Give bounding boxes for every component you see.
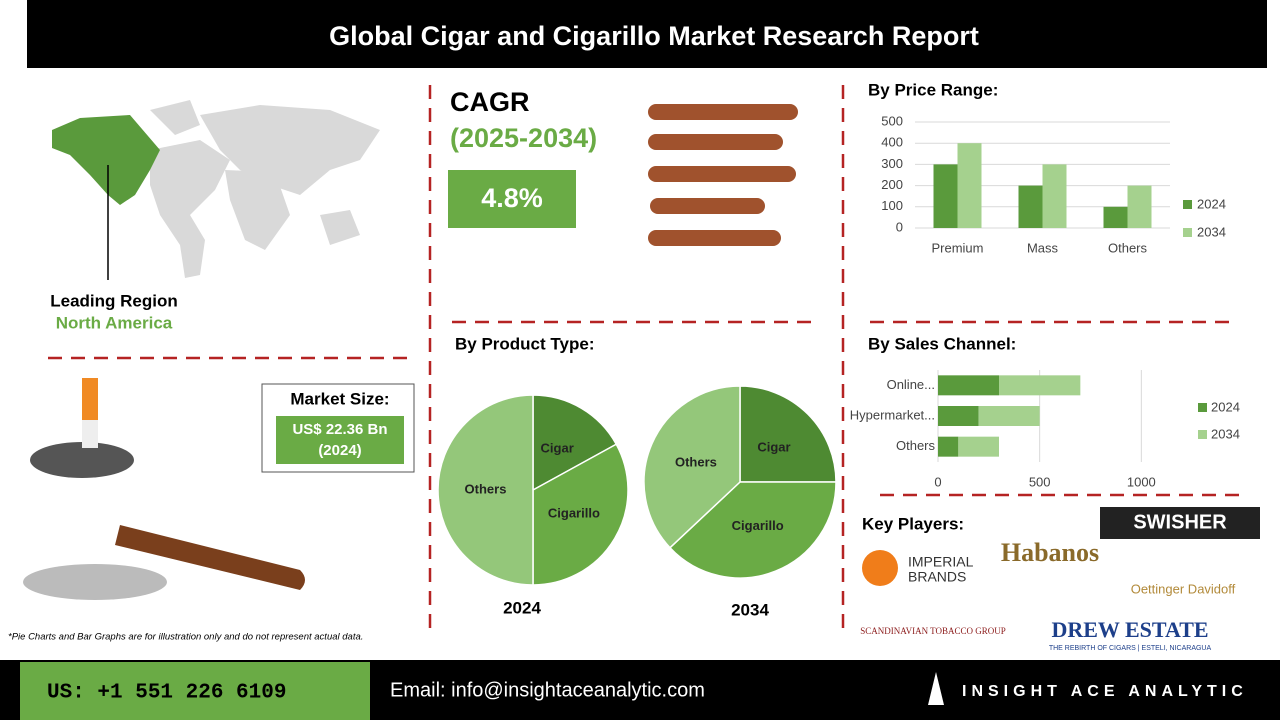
bar (957, 143, 982, 228)
north-america (52, 115, 160, 205)
y-tick-label: Hypermarket... (850, 407, 935, 422)
pie-title: 2024 (503, 598, 541, 617)
pie-slice (668, 481, 837, 579)
chart-title: By Price Range: (868, 80, 998, 99)
market-size-label: Market Size: (290, 389, 389, 408)
legend-label: 2024 (1211, 399, 1240, 414)
x-tick-label: 1000 (1127, 474, 1156, 489)
region-value: North America (56, 313, 173, 332)
logo-bg (1100, 507, 1260, 539)
bar (933, 164, 958, 228)
world-map (150, 100, 380, 278)
cagr-value: 4.8% (481, 183, 543, 213)
bar (978, 406, 1040, 426)
logo-icon (862, 550, 898, 586)
slice-label: Cigar (757, 439, 790, 454)
header-title: Global Cigar and Cigarillo Market Resear… (329, 21, 979, 51)
logo: Oettinger Davidoff (1131, 581, 1236, 596)
market-size-badge (276, 416, 404, 464)
slice-label: Others (675, 454, 717, 469)
logo: SWISHER (1133, 511, 1227, 533)
cagr-period: (2025-2034) (450, 123, 597, 153)
legend-swatch (1183, 200, 1192, 209)
bar (1103, 206, 1128, 228)
product-type-title: By Product Type: (455, 334, 594, 353)
pie-slice (643, 385, 741, 549)
brand: INSIGHT ACE ANALYTIC (962, 683, 1248, 700)
bar (1018, 185, 1043, 228)
phone-box (20, 662, 370, 720)
phone: US: +1 551 226 6109 (47, 682, 286, 705)
slice-label: Cigar (541, 441, 574, 456)
region-label: Leading Region (50, 291, 178, 310)
email: Email: info@insightaceanalytic.com (390, 679, 705, 701)
y-tick-label: Others (896, 438, 936, 453)
cigars (648, 104, 798, 246)
bar (938, 436, 959, 457)
y-tick-label: 500 (881, 113, 903, 128)
x-tick-label: 0 (934, 474, 941, 489)
bar (938, 375, 999, 396)
legend-label: 2034 (1211, 426, 1240, 441)
legend-swatch (1198, 403, 1207, 412)
bar (938, 406, 979, 426)
legend-label: 2024 (1197, 196, 1226, 211)
pie-slice (532, 394, 618, 492)
logo: SCANDINAVIAN TOBACCO GROUP (860, 626, 1006, 636)
ashtray (30, 442, 134, 478)
x-tick-label: Others (1108, 240, 1148, 255)
cigar (115, 525, 305, 590)
brand-icon (928, 672, 944, 705)
x-tick-label: Premium (931, 240, 983, 255)
slice-label: Cigarillo (732, 518, 784, 533)
logo: BRANDS (908, 569, 966, 585)
cagr-badge (448, 170, 576, 228)
bar (999, 375, 1081, 396)
y-tick-label: 400 (881, 135, 903, 150)
logo: DREW ESTATE (1051, 617, 1208, 642)
pie-slice (739, 385, 837, 483)
cagr-label: CAGR (450, 87, 530, 117)
legend-label: 2034 (1197, 224, 1226, 239)
logo: IMPERIAL (908, 554, 974, 570)
slice-label: Others (465, 481, 507, 496)
bar (1042, 164, 1067, 228)
pie-slice (437, 394, 534, 586)
ashtray (23, 564, 167, 600)
slice-label: Cigarillo (548, 506, 600, 521)
bar (1127, 185, 1152, 228)
y-tick-label: Online... (887, 377, 935, 392)
legend-swatch (1198, 430, 1207, 439)
y-tick-label: 200 (881, 177, 903, 192)
legend-swatch (1183, 228, 1192, 237)
cigarette (82, 420, 98, 448)
y-tick-label: 0 (896, 219, 903, 234)
pie-title: 2034 (731, 600, 769, 619)
chart-title: By Sales Channel: (868, 334, 1016, 353)
note: *Pie Charts and Bar Graphs are for illus… (8, 632, 363, 643)
y-tick-label: 100 (881, 198, 903, 213)
pie-slice (532, 443, 629, 586)
logo: Habanos (1001, 538, 1099, 567)
bar (958, 436, 999, 457)
market-size-value: US$ 22.36 Bn (292, 421, 387, 438)
x-tick-label: Mass (1027, 240, 1059, 255)
market-size-year: (2024) (318, 442, 361, 459)
key-players-title: Key Players: (862, 514, 964, 533)
y-tick-label: 300 (881, 156, 903, 171)
header-bar (27, 0, 1267, 68)
logo: THE REBIRTH OF CIGARS | ESTELI, NICARAGU… (1049, 645, 1212, 652)
x-tick-label: 500 (1029, 474, 1051, 489)
